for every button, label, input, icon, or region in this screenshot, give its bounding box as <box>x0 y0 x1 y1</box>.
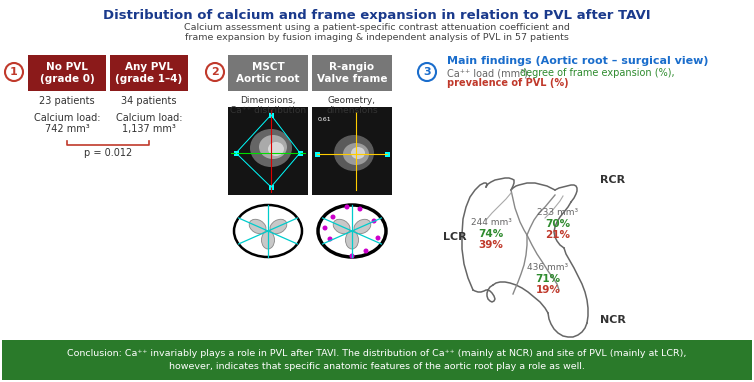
Ellipse shape <box>343 143 369 165</box>
FancyBboxPatch shape <box>314 152 320 157</box>
Text: 233 mm³: 233 mm³ <box>538 208 578 217</box>
Ellipse shape <box>259 135 287 159</box>
FancyBboxPatch shape <box>312 107 392 195</box>
FancyBboxPatch shape <box>298 151 302 155</box>
FancyBboxPatch shape <box>234 151 238 155</box>
Ellipse shape <box>334 135 374 171</box>
FancyBboxPatch shape <box>268 185 274 189</box>
Circle shape <box>345 204 350 209</box>
Text: frame expansion by fusion imaging & independent analysis of PVL in 57 patients: frame expansion by fusion imaging & inde… <box>185 33 569 42</box>
Text: degree of frame expansion (%),: degree of frame expansion (%), <box>520 68 675 78</box>
Ellipse shape <box>249 219 266 234</box>
Circle shape <box>372 219 376 223</box>
Ellipse shape <box>351 147 365 159</box>
Text: Calcium assessment using a patient-specific contrast attenuation coefficient and: Calcium assessment using a patient-speci… <box>184 23 570 32</box>
Text: 70%: 70% <box>545 219 571 229</box>
Text: Distribution of calcium and frame expansion in relation to PVL after TAVI: Distribution of calcium and frame expans… <box>103 9 651 22</box>
FancyBboxPatch shape <box>2 340 752 380</box>
Text: however, indicates that specific anatomic features of the aortic root play a rol: however, indicates that specific anatomi… <box>169 362 585 371</box>
Ellipse shape <box>354 219 371 234</box>
Circle shape <box>357 207 363 212</box>
Text: Calcium load:: Calcium load: <box>34 113 100 123</box>
Circle shape <box>375 235 381 241</box>
Text: 742 mm³: 742 mm³ <box>44 124 90 134</box>
Ellipse shape <box>268 142 284 156</box>
Text: p = 0.012: p = 0.012 <box>84 148 132 158</box>
Text: Geometry,
dimensions: Geometry, dimensions <box>326 96 378 115</box>
Text: 2: 2 <box>211 67 219 77</box>
Text: 244 mm³: 244 mm³ <box>470 218 511 227</box>
Text: 3: 3 <box>423 67 431 77</box>
Text: 0.61: 0.61 <box>318 117 332 122</box>
Ellipse shape <box>262 231 274 249</box>
FancyBboxPatch shape <box>228 107 308 195</box>
Text: 34 patients: 34 patients <box>121 96 176 106</box>
FancyBboxPatch shape <box>268 113 274 118</box>
Text: 71%: 71% <box>535 274 560 284</box>
Text: Main findings (Aortic root – surgical view): Main findings (Aortic root – surgical vi… <box>447 56 709 66</box>
Ellipse shape <box>250 129 292 167</box>
Text: 436 mm³: 436 mm³ <box>528 263 569 272</box>
Ellipse shape <box>234 205 302 257</box>
Text: LCR: LCR <box>443 232 467 242</box>
Text: R-angio
Valve frame: R-angio Valve frame <box>317 62 388 84</box>
Text: 74%: 74% <box>478 229 504 239</box>
Ellipse shape <box>270 219 287 234</box>
FancyBboxPatch shape <box>110 55 188 91</box>
FancyBboxPatch shape <box>28 55 106 91</box>
Text: NCR: NCR <box>600 315 626 325</box>
Text: RCR: RCR <box>600 175 625 185</box>
Text: Calcium load:: Calcium load: <box>116 113 182 123</box>
Text: MSCT
Aortic root: MSCT Aortic root <box>236 62 300 84</box>
Text: prevalence of PVL (%): prevalence of PVL (%) <box>447 78 569 88</box>
Text: Conclusion: Ca⁺⁺ invariably plays a role in PVL after TAVI. The distribution of : Conclusion: Ca⁺⁺ invariably plays a role… <box>67 349 687 358</box>
FancyBboxPatch shape <box>385 152 390 157</box>
Text: Ca⁺⁺ load (mm³),: Ca⁺⁺ load (mm³), <box>447 68 534 78</box>
Text: 1: 1 <box>10 67 18 77</box>
Circle shape <box>350 254 354 259</box>
Text: 39%: 39% <box>479 240 504 250</box>
Ellipse shape <box>318 205 386 257</box>
Text: 21%: 21% <box>545 230 571 240</box>
Text: 1,137 mm³: 1,137 mm³ <box>122 124 176 134</box>
Text: 19%: 19% <box>535 285 560 295</box>
Circle shape <box>323 225 327 230</box>
Text: No PVL
(grade 0): No PVL (grade 0) <box>40 62 94 84</box>
Text: Any PVL
(grade 1–4): Any PVL (grade 1–4) <box>115 62 182 84</box>
Circle shape <box>363 249 369 254</box>
FancyBboxPatch shape <box>228 55 308 91</box>
Text: 23 patients: 23 patients <box>39 96 95 106</box>
FancyBboxPatch shape <box>312 55 392 91</box>
Circle shape <box>327 236 333 241</box>
Ellipse shape <box>345 231 358 249</box>
Text: Dimensions,
Ca⁺⁺ distribution: Dimensions, Ca⁺⁺ distribution <box>230 96 306 115</box>
Ellipse shape <box>333 219 350 234</box>
Circle shape <box>330 215 336 220</box>
